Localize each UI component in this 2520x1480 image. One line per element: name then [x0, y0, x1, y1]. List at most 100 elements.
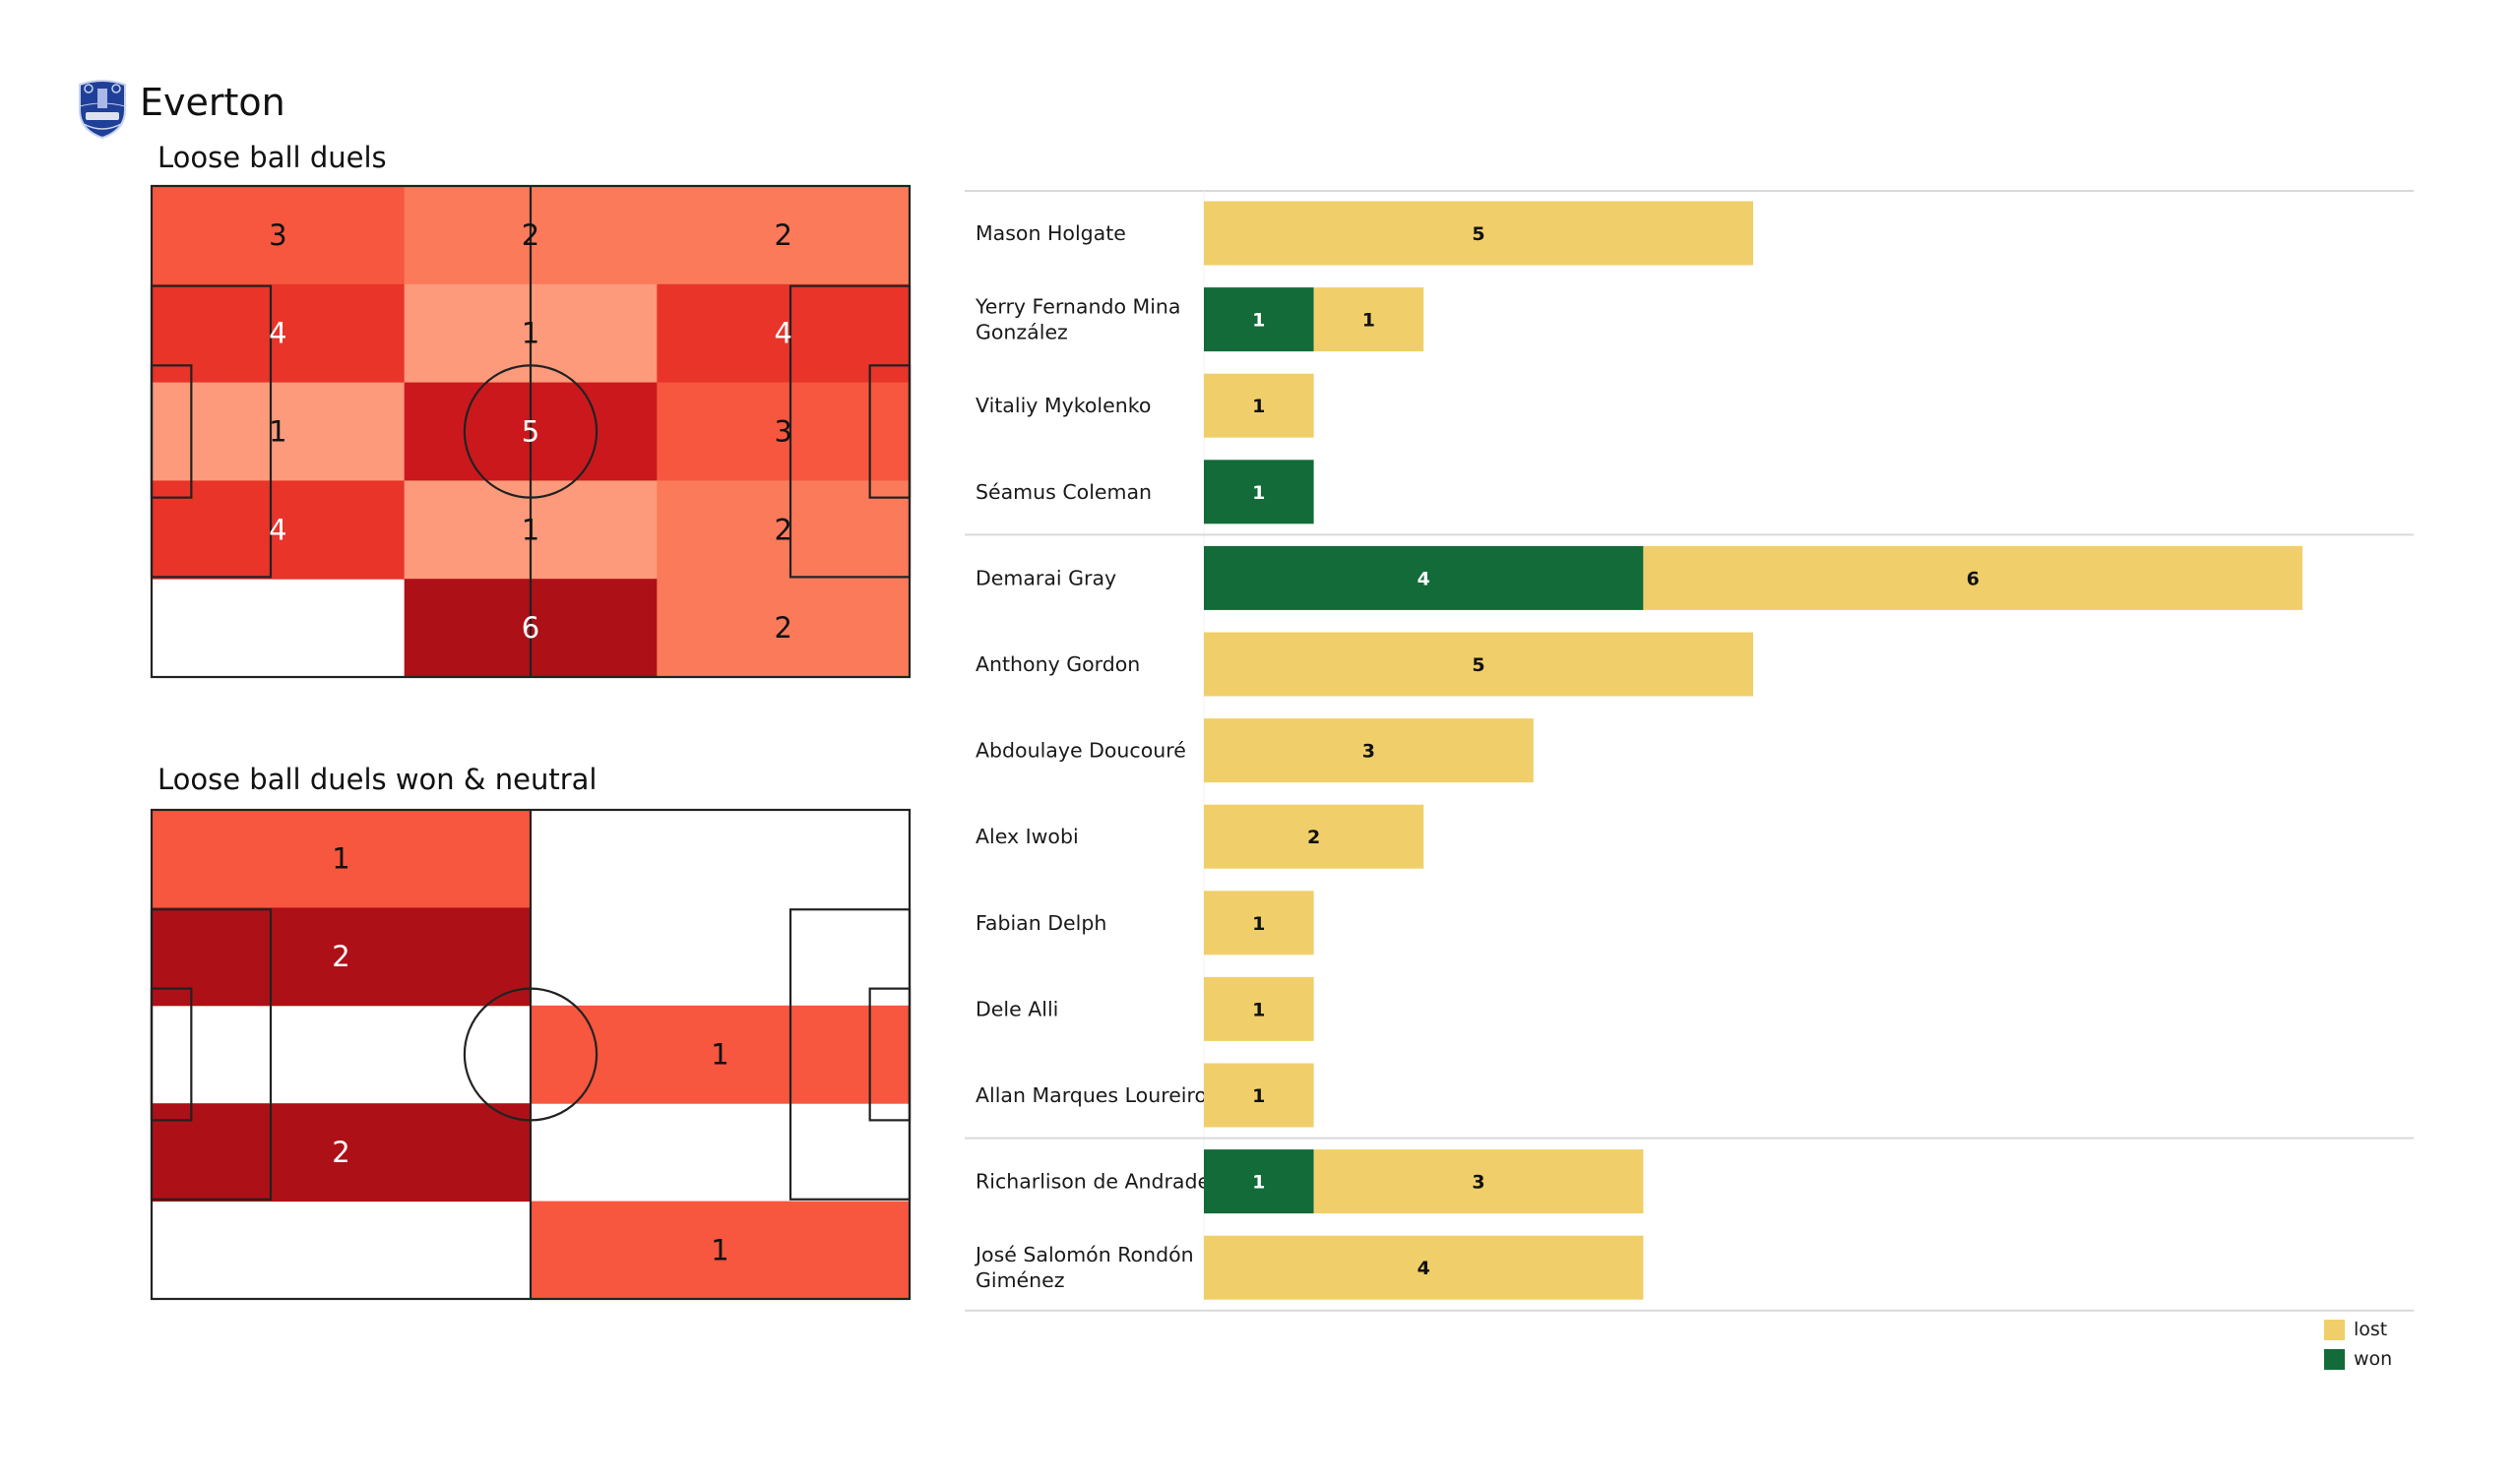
- player-name: Alex Iwobi: [976, 825, 1079, 848]
- bar-won: [1204, 1149, 1314, 1214]
- bar-lost: [1204, 201, 1753, 266]
- player-name: Dele Alli: [976, 997, 1058, 1020]
- player-name: Mason Holgate: [976, 221, 1126, 245]
- heatmap-cell: [657, 579, 911, 678]
- pitch-markings: [150, 184, 912, 679]
- bar-lost: [1204, 373, 1314, 438]
- pitch-markings: [150, 808, 912, 1301]
- center-circle: [463, 364, 598, 499]
- bar-won: [1204, 545, 1644, 610]
- bar-lost: [1313, 1149, 1644, 1214]
- heatmap-cell-value: 1: [332, 842, 349, 876]
- legend-label-lost: lost: [2354, 1319, 2388, 1340]
- heatmap-cell-value: 4: [774, 317, 791, 350]
- heatmap-cell-value: 2: [774, 218, 791, 252]
- heatmap-cells: [152, 186, 911, 678]
- player-row: Yerry Fernando Mina González 1 1: [975, 287, 1424, 352]
- bar-won: [1204, 460, 1314, 524]
- legend: lost won: [2324, 1315, 2392, 1374]
- player-row: Dele Alli 1: [976, 976, 1314, 1041]
- player-row: Fabian Delph 1: [976, 891, 1314, 956]
- player-name: Abdoulaye Doucouré: [976, 739, 1186, 763]
- bar-lost: [1204, 891, 1314, 956]
- heatmap-cells: [152, 810, 911, 1300]
- heatmap-cell: [152, 382, 406, 481]
- bar-lost-value: 6: [1967, 568, 1980, 589]
- heatmap-title-loose-ball-duels: Loose ball duels: [158, 141, 387, 174]
- legend-item-lost: lost: [2324, 1315, 2392, 1344]
- bar-won-value: 1: [1252, 482, 1265, 504]
- center-circle: [463, 987, 598, 1122]
- player-row: José Salomón Rondón Giménez 4: [974, 1235, 1644, 1300]
- bar-lost: [1643, 545, 2302, 610]
- heatmap-cell-value: 1: [522, 317, 539, 350]
- player-name: Anthony Gordon: [976, 652, 1140, 676]
- heatmap-cell-value: 2: [774, 611, 791, 645]
- six-yard-box-right: [868, 987, 912, 1122]
- bar-lost: [1204, 632, 1753, 697]
- bar-lost: [1204, 976, 1314, 1041]
- bar-lost-value: 5: [1472, 223, 1484, 245]
- legend-swatch-lost: [2324, 1319, 2345, 1340]
- heatmap-cell: [657, 382, 911, 481]
- heatmap-cell-value: 4: [269, 513, 286, 546]
- bar-won: [1204, 287, 1314, 352]
- heatmap-cell: [152, 1103, 532, 1202]
- player-name: Yerry Fernando Mina González: [975, 295, 1180, 344]
- bar-lost-value: 3: [1362, 741, 1375, 763]
- player-row: Anthony Gordon 5: [976, 632, 1753, 697]
- bar-won-value: 1: [1252, 310, 1265, 332]
- heatmap-cell-value: 1: [522, 513, 539, 546]
- bar-lost: [1204, 718, 1534, 783]
- heatmap-cell: [657, 283, 911, 384]
- heatmap-cell-value: 1: [711, 1038, 728, 1072]
- player-row: Abdoulaye Doucouré 3: [976, 718, 1534, 783]
- six-yard-box-left: [150, 364, 193, 499]
- player-row: Alex Iwobi 2: [976, 804, 1424, 869]
- heatmap-cell: [531, 1005, 911, 1104]
- heatmap-value-labels: 1 2 1 2 1: [332, 842, 728, 1267]
- player-duels-bar-chart: Mason Holgate 5 Yerry Fernando Mina Gonzále…: [965, 190, 2414, 1312]
- pitch-heatmap-won-neutral: 1 2 1 2 1: [150, 808, 912, 1301]
- bar-lost: [1204, 1235, 1644, 1300]
- bar-lost-value: 4: [1418, 1258, 1430, 1279]
- bar-lost-value: 5: [1472, 654, 1484, 676]
- pitch-heatmap-loose-ball-duels: 3 2 2 4 1 4 1 5 3 4 1 2 6 2: [150, 184, 912, 679]
- player-name: Richarlison de Andrade: [976, 1170, 1210, 1194]
- heatmap-cell-value: 2: [332, 1136, 349, 1169]
- bar-lost: [1204, 804, 1424, 869]
- heatmap-cell-value: 2: [774, 513, 791, 546]
- six-yard-box-left: [150, 987, 193, 1122]
- legend-label-won: won: [2354, 1348, 2393, 1370]
- heatmap-cell-value: 3: [269, 218, 286, 252]
- heatmap-cell-value: 3: [774, 415, 791, 449]
- heatmap-cell: [531, 1201, 911, 1300]
- legend-swatch-won: [2324, 1348, 2345, 1370]
- bar-lost-value: 1: [1252, 913, 1265, 935]
- heatmap-cell-value: 1: [711, 1233, 728, 1266]
- player-name: Vitaliy Mykolenko: [976, 394, 1151, 417]
- heatmap-cell-value: 6: [522, 611, 539, 645]
- player-row: Mason Holgate 5: [976, 201, 1753, 266]
- player-name: Séamus Coleman: [976, 480, 1152, 504]
- player-name: Allan Marques Loureiro: [976, 1083, 1207, 1107]
- heatmap-cell: [152, 810, 532, 908]
- heatmap-cell: [152, 186, 406, 285]
- legend-item-won: won: [2324, 1344, 2392, 1374]
- player-row: Vitaliy Mykolenko 1: [976, 373, 1314, 438]
- player-name: José Salomón Rondón Giménez: [974, 1243, 1194, 1292]
- heatmap-cell-value: 5: [522, 415, 539, 449]
- bar-lost-value: 1: [1252, 1085, 1265, 1107]
- heatmap-cell-value: 4: [269, 317, 286, 350]
- heatmap-cell: [657, 480, 911, 580]
- bar-rows: Mason Holgate 5 Yerry Fernando Mina Gonzále…: [974, 201, 2302, 1300]
- player-name: Demarai Gray: [976, 566, 1116, 589]
- heatmap-cell: [152, 480, 406, 580]
- player-row: Richarlison de Andrade 1 3: [976, 1149, 1644, 1214]
- bar-lost-value: 1: [1252, 999, 1265, 1020]
- team-logo: [74, 77, 131, 140]
- heatmap-cell: [152, 283, 406, 384]
- heatmap-cell-value: 1: [269, 415, 286, 449]
- heatmap-cell-value: 2: [522, 218, 539, 252]
- player-row: Séamus Coleman 1: [976, 460, 1314, 524]
